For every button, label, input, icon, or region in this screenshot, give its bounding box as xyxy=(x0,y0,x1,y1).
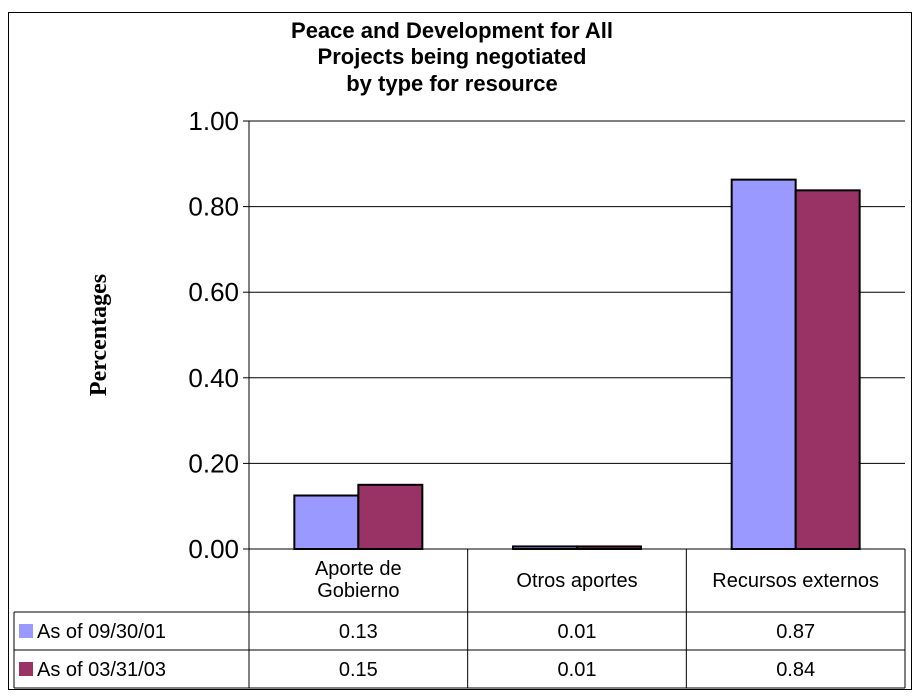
y-tick-label: 1.00 xyxy=(188,106,239,136)
table-value: 0.87 xyxy=(776,621,815,643)
bar xyxy=(512,545,578,551)
bar xyxy=(293,494,360,550)
table-value: 0.01 xyxy=(558,621,597,643)
category-label: Recursos externos xyxy=(712,570,879,592)
table-value: 0.15 xyxy=(339,659,378,681)
y-axis-label: Percentages xyxy=(86,274,112,396)
category-label: Gobierno xyxy=(317,580,399,602)
y-tick-label: 0.60 xyxy=(188,277,239,307)
bar xyxy=(357,483,424,550)
table-value: 0.01 xyxy=(558,659,597,681)
y-tick-label: 0.80 xyxy=(188,192,239,222)
chart-title-line: Projects being negotiated xyxy=(318,44,587,69)
legend-swatch xyxy=(19,662,33,676)
chart-title-line: by type for resource xyxy=(346,71,558,96)
y-tick-label: 0.20 xyxy=(188,448,239,478)
table-value: 0.13 xyxy=(339,621,378,643)
bar xyxy=(730,178,797,551)
bar xyxy=(794,189,861,550)
category-label: Aporte de xyxy=(315,558,402,580)
chart-title-line: Peace and Development for All xyxy=(291,18,613,43)
y-tick-label: 0.40 xyxy=(188,363,239,393)
category-label: Otros aportes xyxy=(516,570,637,592)
y-tick-label: 0.00 xyxy=(188,534,239,564)
series-name: As of 03/31/03 xyxy=(37,659,166,681)
series-name: As of 09/30/01 xyxy=(37,621,166,643)
bar xyxy=(576,545,642,551)
table-value: 0.84 xyxy=(776,659,815,681)
legend-swatch xyxy=(19,624,33,638)
